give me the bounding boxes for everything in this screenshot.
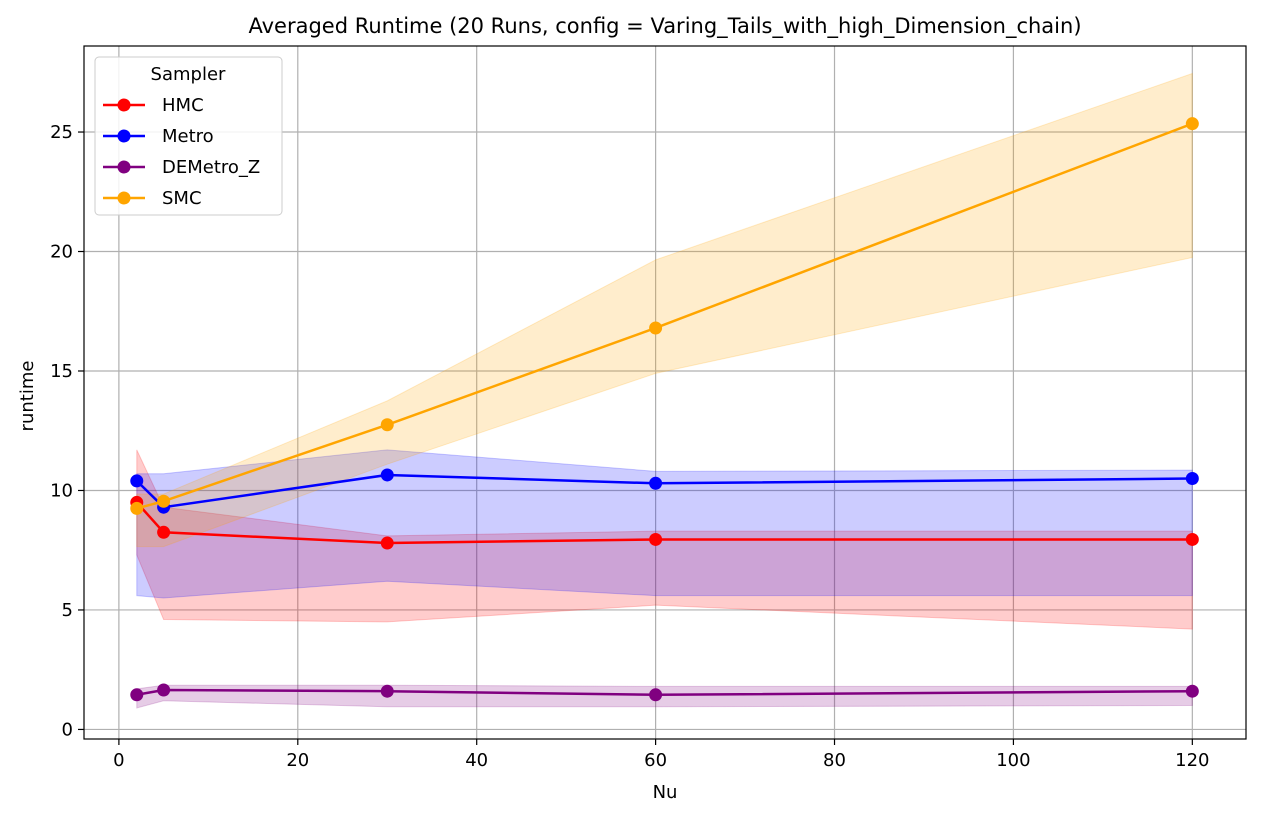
demetro-z-point [157, 683, 171, 697]
y-tick-label: 0 [62, 719, 73, 740]
hmc-point [649, 532, 663, 546]
legend-label: DEMetro_Z [162, 157, 260, 178]
metro-point [1185, 472, 1199, 486]
demetro-z-point [130, 688, 144, 702]
smc-band [136, 72, 1193, 548]
legend-label: SMC [162, 188, 202, 209]
metro-point [380, 468, 394, 482]
legend-items: HMC Metro DEMetro_Z SMC [103, 95, 260, 209]
metro-point [130, 474, 144, 488]
x-axis-label: Nu [653, 782, 678, 803]
y-tick-label: 25 [50, 122, 73, 143]
legend-label: Metro [162, 126, 214, 147]
y-tick-label: 15 [50, 361, 73, 382]
y-tick-label: 20 [50, 242, 73, 263]
smc-point [130, 501, 144, 515]
confidence-bands [136, 72, 1193, 709]
legend-title: Sampler [151, 64, 226, 85]
x-tick-label: 0 [113, 750, 124, 771]
demetro-z-point [380, 684, 394, 698]
plot-frame [83, 45, 1247, 740]
legend-item-metro: Metro [103, 126, 214, 147]
hmc-point [157, 525, 171, 539]
x-tick-label: 80 [823, 750, 846, 771]
x-tick-label: 60 [644, 750, 667, 771]
hmc-point [380, 536, 394, 550]
legend-marker-swatch [117, 160, 131, 174]
legend-marker-swatch [117, 98, 131, 112]
legend-item-hmc: HMC [103, 95, 204, 116]
legend: Sampler HMC Metro DEMetro_Z SMC [94, 56, 283, 216]
y-tick-label: 10 [50, 480, 73, 501]
legend-label: HMC [162, 95, 204, 116]
grid [84, 46, 1246, 739]
metro-band [136, 449, 1193, 599]
demetro-z-point [1185, 684, 1199, 698]
axis-ticks: 0 20 40 60 80 100 120 0 5 10 15 20 25 [50, 122, 1209, 771]
legend-item-smc: SMC [103, 188, 202, 209]
series-points [130, 117, 1199, 702]
demetro-z-point [649, 688, 663, 702]
hmc-point [1185, 532, 1199, 546]
legend-item-demetro-z: DEMetro_Z [103, 157, 260, 178]
legend-box [94, 56, 283, 216]
legend-marker-swatch [117, 191, 131, 205]
smc-point [1185, 117, 1199, 131]
x-tick-label: 120 [1175, 750, 1209, 771]
metro-point [649, 476, 663, 490]
smc-point [380, 418, 394, 432]
chart-title: Averaged Runtime (20 Runs, config = Vari… [248, 14, 1081, 39]
y-tick-label: 5 [62, 600, 73, 621]
y-axis-label: runtime [17, 361, 38, 432]
legend-marker-swatch [117, 129, 131, 143]
x-tick-label: 100 [996, 750, 1030, 771]
smc-point [649, 321, 663, 335]
x-tick-label: 20 [286, 750, 309, 771]
smc-point [157, 494, 171, 508]
x-tick-label: 40 [465, 750, 488, 771]
demetro-z-band [136, 684, 1193, 709]
